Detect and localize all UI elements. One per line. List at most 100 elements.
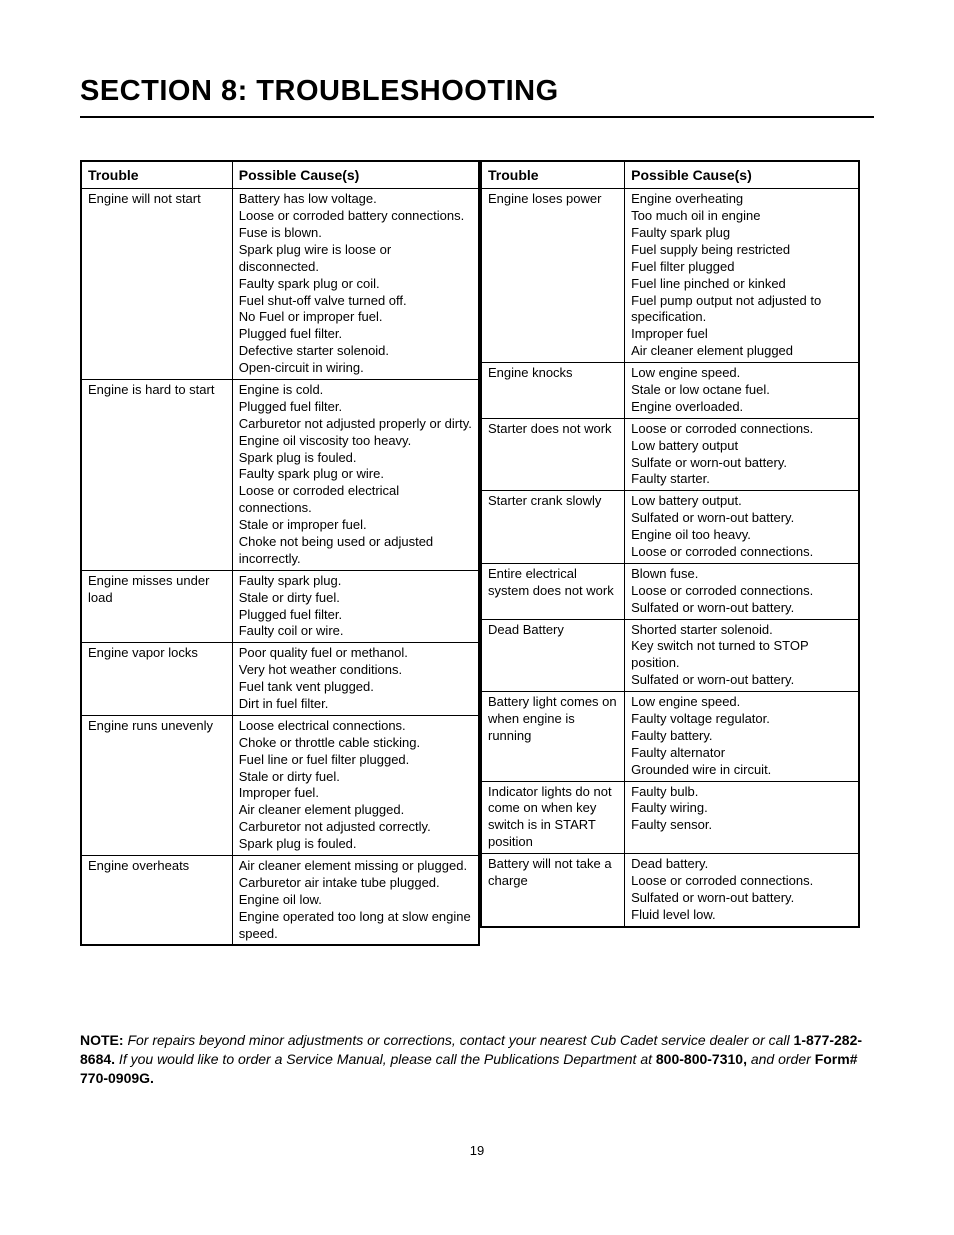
table-row: Engine overheatsAir cleaner element miss… (81, 856, 479, 946)
troubleshooting-table-left: Trouble Possible Cause(s) Engine will no… (80, 160, 480, 946)
cause-line: Plugged fuel filter. (239, 399, 472, 416)
cause-line: Sulfated or worn-out battery. (631, 510, 852, 527)
cause-cell: Low engine speed.Faulty voltage regulato… (625, 692, 859, 781)
cause-line: Spark plug is fouled. (239, 836, 472, 853)
table-row: Engine knocksLow engine speed.Stale or l… (481, 363, 859, 419)
trouble-cell: Indicator lights do not come on when key… (481, 781, 625, 854)
table-row: Engine will not startBattery has low vol… (81, 189, 479, 380)
trouble-cell: Engine will not start (81, 189, 232, 380)
cause-line: Too much oil in engine (631, 208, 852, 225)
cause-line: Stale or dirty fuel. (239, 769, 472, 786)
cause-line: Loose or corroded connections. (631, 583, 852, 600)
cause-line: Spark plug wire is loose or disconnected… (239, 242, 472, 276)
cause-line: Sulfated or worn-out battery. (631, 672, 852, 689)
note-block: NOTE: For repairs beyond minor adjustmen… (80, 1031, 874, 1088)
header-trouble: Trouble (481, 161, 625, 189)
cause-line: Faulty wiring. (631, 800, 852, 817)
cause-line: Engine operated too long at slow engine … (239, 909, 472, 943)
cause-line: Engine oil low. (239, 892, 472, 909)
cause-line: Engine overloaded. (631, 399, 852, 416)
troubleshooting-table-right: Trouble Possible Cause(s) Engine loses p… (480, 160, 860, 928)
cause-line: Defective starter solenoid. (239, 343, 472, 360)
cause-line: Loose electrical connections. (239, 718, 472, 735)
trouble-cell: Starter crank slowly (481, 491, 625, 564)
cause-line: Air cleaner element plugged. (239, 802, 472, 819)
trouble-cell: Starter does not work (481, 418, 625, 491)
cause-line: Loose or corroded connections. (631, 544, 852, 561)
cause-line: Faulty bulb. (631, 784, 852, 801)
cause-line: Air cleaner element missing or plugged. (239, 858, 472, 875)
tables-container: Trouble Possible Cause(s) Engine will no… (80, 160, 874, 946)
cause-line: Fluid level low. (631, 907, 852, 924)
note-text-2: If you would like to order a Service Man… (115, 1051, 656, 1067)
note-text-1: For repairs beyond minor adjustments or … (124, 1032, 794, 1048)
note-label: NOTE: (80, 1032, 124, 1048)
trouble-cell: Engine overheats (81, 856, 232, 946)
cause-line: Loose or corroded connections. (631, 873, 852, 890)
cause-line: Faulty starter. (631, 471, 852, 488)
cause-line: No Fuel or improper fuel. (239, 309, 472, 326)
cause-line: Engine oil too heavy. (631, 527, 852, 544)
cause-cell: Air cleaner element missing or plugged.C… (232, 856, 479, 946)
cause-line: Sulfated or worn-out battery. (631, 890, 852, 907)
cause-line: Spark plug is fouled. (239, 450, 472, 467)
note-text-3: and order (747, 1051, 815, 1067)
cause-line: Improper fuel. (239, 785, 472, 802)
cause-line: Faulty sensor. (631, 817, 852, 834)
cause-line: Low engine speed. (631, 694, 852, 711)
cause-line: Fuel supply being restricted (631, 242, 852, 259)
cause-line: Faulty coil or wire. (239, 623, 472, 640)
cause-line: Choke not being used or adjusted incorre… (239, 534, 472, 568)
table-row: Starter crank slowlyLow battery output.S… (481, 491, 859, 564)
cause-line: Carburetor air intake tube plugged. (239, 875, 472, 892)
cause-cell: Dead battery.Loose or corroded connectio… (625, 854, 859, 927)
cause-cell: Battery has low voltage.Loose or corrode… (232, 189, 479, 380)
cause-line: Blown fuse. (631, 566, 852, 583)
cause-line: Sulfated or worn-out battery. (631, 600, 852, 617)
trouble-cell: Engine vapor locks (81, 643, 232, 716)
trouble-cell: Battery light comes on when engine is ru… (481, 692, 625, 781)
trouble-cell: Engine loses power (481, 189, 625, 363)
cause-line: Open-circuit in wiring. (239, 360, 472, 377)
table-row: Battery will not take a chargeDead batte… (481, 854, 859, 927)
table-row: Engine runs unevenlyLoose electrical con… (81, 715, 479, 855)
cause-line: Fuse is blown. (239, 225, 472, 242)
cause-line: Plugged fuel filter. (239, 326, 472, 343)
cause-cell: Faulty spark plug.Stale or dirty fuel.Pl… (232, 570, 479, 643)
cause-line: Dead battery. (631, 856, 852, 873)
cause-line: Engine oil viscosity too heavy. (239, 433, 472, 450)
trouble-cell: Engine knocks (481, 363, 625, 419)
section-title: SECTION 8: TROUBLESHOOTING (80, 75, 874, 108)
cause-cell: Loose or corroded connections.Low batter… (625, 418, 859, 491)
table-row: Starter does not workLoose or corroded c… (481, 418, 859, 491)
cause-cell: Poor quality fuel or methanol.Very hot w… (232, 643, 479, 716)
cause-line: Low battery output (631, 438, 852, 455)
cause-line: Fuel tank vent plugged. (239, 679, 472, 696)
cause-line: Faulty spark plug (631, 225, 852, 242)
cause-line: Carburetor not adjusted properly or dirt… (239, 416, 472, 433)
cause-line: Loose or corroded electrical connections… (239, 483, 472, 517)
cause-line: Improper fuel (631, 326, 852, 343)
table-row: Indicator lights do not come on when key… (481, 781, 859, 854)
trouble-cell: Engine misses under load (81, 570, 232, 643)
table-row: Engine misses under loadFaulty spark plu… (81, 570, 479, 643)
trouble-cell: Dead Battery (481, 619, 625, 692)
trouble-cell: Engine is hard to start (81, 379, 232, 570)
cause-cell: Loose electrical connections.Choke or th… (232, 715, 479, 855)
trouble-cell: Entire electrical system does not work (481, 563, 625, 619)
cause-line: Choke or throttle cable sticking. (239, 735, 472, 752)
cause-line: Faulty battery. (631, 728, 852, 745)
cause-line: Faulty alternator (631, 745, 852, 762)
cause-line: Faulty spark plug or wire. (239, 466, 472, 483)
header-cause: Possible Cause(s) (625, 161, 859, 189)
cause-line: Very hot weather conditions. (239, 662, 472, 679)
cause-line: Engine is cold. (239, 382, 472, 399)
cause-line: Air cleaner element plugged (631, 343, 852, 360)
cause-cell: Engine is cold.Plugged fuel filter.Carbu… (232, 379, 479, 570)
cause-cell: Blown fuse.Loose or corroded connections… (625, 563, 859, 619)
header-trouble: Trouble (81, 161, 232, 189)
cause-line: Fuel line or fuel filter plugged. (239, 752, 472, 769)
cause-line: Poor quality fuel or methanol. (239, 645, 472, 662)
table-row: Dead BatteryShorted starter solenoid.Key… (481, 619, 859, 692)
cause-line: Dirt in fuel filter. (239, 696, 472, 713)
